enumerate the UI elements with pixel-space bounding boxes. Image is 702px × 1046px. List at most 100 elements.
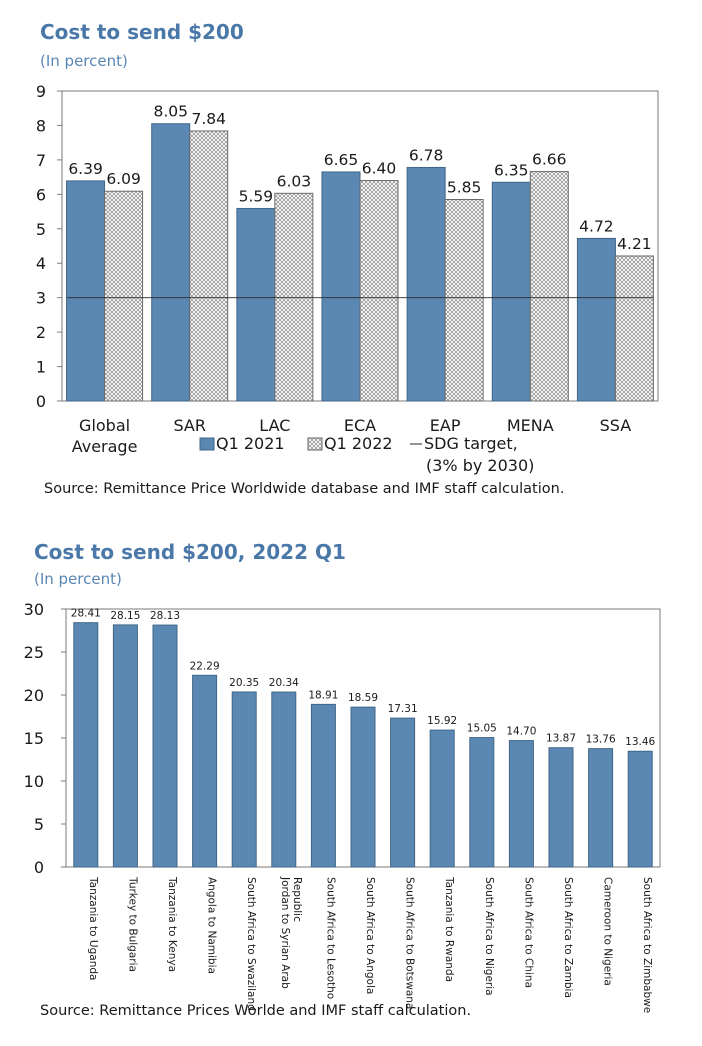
chart1-data-label: 6.09 — [106, 170, 141, 188]
chart1-subtitle: (In percent) — [40, 52, 128, 70]
chart2-bar — [73, 622, 99, 868]
chart2-data-label: 18.91 — [308, 689, 338, 701]
chart1-bar-q1-2021 — [236, 207, 276, 402]
chart1-category-label: LAC — [259, 416, 290, 435]
chart2-category-label: South Africa to Lesotho — [324, 877, 336, 999]
chart1-ytick-label: 3 — [36, 289, 46, 308]
chart1-data-label: 4.72 — [579, 217, 614, 235]
chart2-data-label: 20.34 — [269, 677, 299, 689]
chart1-data-label: 8.05 — [153, 103, 188, 121]
chart1-category-label: Global — [79, 416, 130, 435]
chart1-ytick-label: 9 — [36, 82, 46, 101]
chart1-data-label: 5.85 — [447, 179, 482, 197]
chart2-category-label: Tanzania to Rwanda — [443, 876, 455, 982]
chart2-category-label: South Africa to Swaziland — [245, 877, 257, 1011]
chart1-data-label: 4.21 — [617, 235, 652, 253]
chart2-data-label: 18.59 — [348, 692, 378, 704]
chart2-category-label: Tanzania to Kenya — [166, 876, 178, 972]
chart1-bar-q1-2022 — [274, 192, 314, 402]
legend-label-q1-2021: Q1 2021 — [216, 434, 285, 453]
chart2-subtitle: (In percent) — [34, 570, 122, 588]
chart2-bar — [350, 706, 376, 868]
chart2-ytick-label: 10 — [24, 772, 44, 791]
chart1-data-label: 5.59 — [239, 187, 274, 205]
chart1-legend: Q1 2021 Q1 2022 SDG target, (3% by 2030) — [199, 434, 534, 475]
chart2-data-label: 13.46 — [625, 736, 655, 748]
chart1-category-label: EAP — [430, 416, 461, 435]
chart2-category-label: Turkey to Bulgaria — [126, 876, 138, 972]
chart1-ytick-label: 7 — [36, 151, 46, 170]
chart1-category-label: ECA — [344, 416, 376, 435]
chart1-data-label: 6.39 — [68, 160, 103, 178]
chart2-category-label: Cameroon to Nigeria — [602, 877, 614, 986]
chart2-bar — [271, 691, 297, 868]
chart1-title: Cost to send $200 — [40, 20, 244, 44]
chart1-data-label: 6.40 — [362, 160, 397, 178]
chart2-category-label: South Africa to Zambia — [562, 877, 574, 998]
chart1-bar-q1-2022 — [614, 255, 654, 402]
chart2-bar — [192, 674, 218, 868]
legend-label-sdg: SDG target, — [424, 434, 518, 453]
legend-label-sdg-line2: (3% by 2030) — [426, 456, 534, 475]
chart2-category-label: South Africa to Nigeria — [483, 877, 495, 996]
chart2-category-label: Angola to Namibia — [206, 877, 218, 974]
chart2-data-label: 28.15 — [110, 610, 140, 622]
chart2-data-label: 15.05 — [467, 723, 497, 735]
chart2-ytick-label: 30 — [24, 600, 44, 619]
chart2-category-label: Tanzania to Uganda — [87, 876, 99, 980]
chart1-data-label: 6.65 — [324, 151, 359, 169]
chart1-ytick-label: 0 — [36, 392, 46, 411]
chart2-category-label: South Africa to Angola — [364, 877, 376, 994]
chart1-ytick-label: 4 — [36, 254, 46, 273]
chart1-category-label: SSA — [600, 416, 632, 435]
chart1-bar-q1-2021 — [66, 180, 106, 402]
chart2-data-label: 13.76 — [586, 734, 616, 746]
chart2-ytick-label: 15 — [24, 729, 44, 748]
chart1-bar-q1-2022 — [104, 190, 144, 402]
chart1-ytick-label: 8 — [36, 116, 46, 135]
chart2-ytick-label: 20 — [24, 686, 44, 705]
chart2-bar — [310, 703, 336, 868]
chart2-category-label: South Africa to Zimbabwe — [641, 877, 653, 1013]
chart2-data-label: 28.41 — [71, 608, 101, 620]
chart1-bar-q1-2021 — [321, 171, 361, 402]
chart1-category-label: MENA — [507, 416, 554, 435]
chart2-ytick-label: 25 — [24, 643, 44, 662]
chart2-bar — [548, 747, 574, 868]
chart1-category-label: Average — [72, 437, 138, 456]
chart2-category-label: South Africa to China — [522, 877, 534, 988]
chart1-data-label: 6.66 — [532, 151, 567, 169]
chart1-ytick-label: 6 — [36, 185, 46, 204]
legend-label-q1-2022: Q1 2022 — [324, 434, 393, 453]
chart2-data-label: 17.31 — [388, 703, 418, 715]
chart2-bar — [627, 750, 653, 868]
chart2-bar — [231, 691, 257, 868]
chart2-bar — [588, 748, 614, 868]
chart2-data-label: 22.29 — [190, 660, 220, 672]
chart1-bar-q1-2022 — [359, 180, 399, 402]
chart2-title: Cost to send $200, 2022 Q1 — [34, 540, 346, 564]
chart1-bar-q1-2022 — [444, 199, 484, 402]
chart2-category-label: South Africa to Botswana — [404, 877, 416, 1009]
chart1-bar-q1-2021 — [491, 181, 531, 402]
chart2-bar — [508, 740, 534, 868]
chart2-source: Source: Remittance Prices Worlde and IMF… — [40, 1003, 472, 1019]
legend-swatch-q1-2022 — [307, 437, 323, 451]
chart2-bar — [152, 624, 178, 868]
chart2-data-label: 28.13 — [150, 610, 180, 622]
chart2-data-label: 20.35 — [229, 677, 259, 689]
chart2-bar — [429, 729, 455, 868]
chart1-bar-q1-2022 — [189, 130, 229, 402]
chart2-bar — [112, 624, 138, 868]
legend-swatch-q1-2021 — [199, 437, 215, 451]
chart2-ytick-label: 0 — [34, 858, 44, 877]
chart1-bar-q1-2022 — [529, 171, 569, 402]
chart1-data-label: 6.03 — [277, 172, 312, 190]
chart1-source: Source: Remittance Price Worldwide datab… — [44, 481, 565, 497]
chart1-data-label: 6.78 — [409, 146, 444, 164]
chart2-bar — [469, 737, 495, 868]
chart1-plot: 0 1 2 3 4 5 6 7 8 9 6.396.09 Global Average 8.05 7.84 S… — [36, 82, 659, 475]
chart2-data-label: 15.92 — [427, 715, 457, 727]
chart2-data-label: 14.70 — [506, 726, 536, 738]
